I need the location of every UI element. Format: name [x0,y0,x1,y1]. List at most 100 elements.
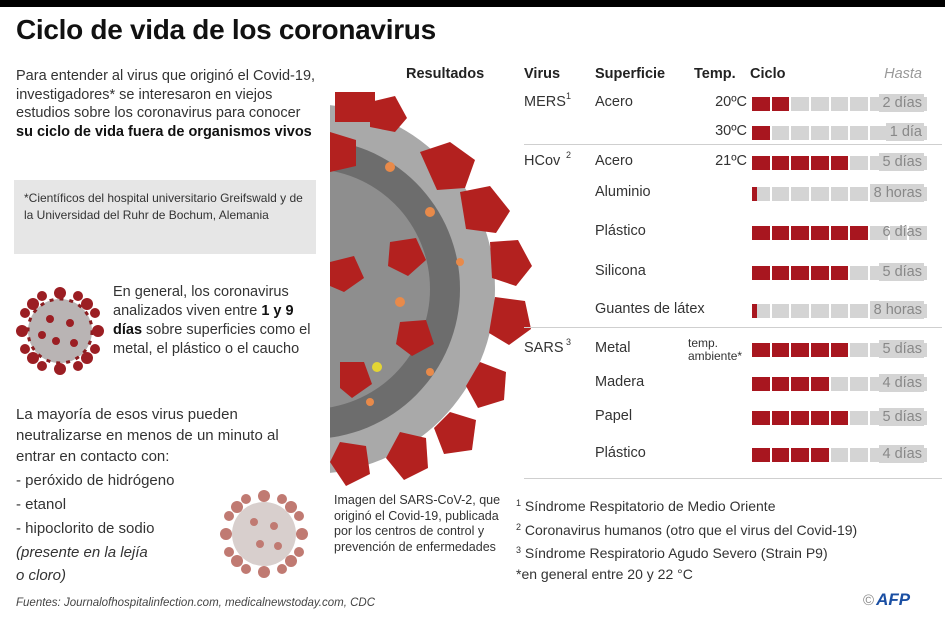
cycle-cell [771,343,790,357]
temperature: 30ºC [715,123,747,139]
cycle-cell [850,448,869,462]
cycle-cell [811,377,829,391]
footnote-mark: 1 [566,91,572,101]
table-row: Plástico 4 días [524,445,942,467]
table-row: HCov 2 Acero 21ºC 5 días [524,150,942,175]
surface-name: Papel [595,408,633,424]
cycle-cell [771,226,790,240]
cycle-cell [811,411,829,425]
intro-text: Para entender al virus que originó el Co… [16,67,316,141]
cycle-cell [830,187,849,201]
cycle-cell [752,343,770,357]
cycle-cell [850,343,869,357]
coronavirus-icon-pale [220,490,308,578]
cycle-cell [791,377,810,391]
cycle-cell [811,97,829,111]
cycle-cell [752,448,770,462]
sources: Fuentes: Journalofhospitalinfection.com,… [16,597,376,609]
cycle-cell [850,226,869,240]
footnote: 1 Síndrome Respitatorio de Medio Oriente [516,498,776,514]
surface-name: Plástico [595,223,646,239]
top-bar [0,0,945,7]
virus-name: MERS [524,94,566,110]
cycle-cell [791,343,810,357]
cycle-cell [830,97,849,111]
cycle-cell [830,156,849,170]
cycle-cell [771,304,790,318]
cycle-cell [771,411,790,425]
cycle-cell [771,448,790,462]
cycle-cell [771,126,790,140]
cycle-cell [752,226,770,240]
afp-brand: AFP [876,590,911,609]
cycle-cell [830,126,849,140]
duration-label: 4 días [878,445,924,463]
divider [524,144,942,145]
cycle-cell [791,156,810,170]
cycle-cell [850,97,869,111]
cycle-cell [752,156,770,170]
surface-name: Aluminio [595,184,651,200]
cycle-cell [791,97,810,111]
header-virus: Virus [524,66,561,82]
duration-label: 4 días [878,374,924,392]
intro-text-bold: su ciclo de vida fuera de organismos viv… [16,123,312,140]
scientists-note: *Científicos del hospital universitario … [14,180,316,254]
image-caption: Imagen del SARS-CoV-2, que originó el Co… [334,493,501,554]
table-row: Madera 4 días [524,374,942,396]
cycle-cell [811,187,829,201]
neutralize-lead: La mayoría de esos virus pueden neutrali… [16,406,279,465]
general-text: En general, los coronavirus analizados v… [113,283,323,359]
cycle-cell [752,126,770,140]
cycle-cell [850,411,869,425]
bleach-note-line2: o cloro) [16,567,67,584]
neutralize-item: - etanol [16,496,67,513]
header-cycle: Ciclo [750,66,786,82]
cycle-cell [870,126,888,140]
cycle-cell [830,377,849,391]
footnote: *en general entre 20 y 22 °C [516,565,693,582]
surface-name: Acero [595,153,633,169]
cycle-cell [889,226,908,240]
table-row: MERS 1 Acero 20ºC 2 días [524,91,942,116]
neutralize-section: La mayoría de esos virus pueden neutrali… [16,404,316,587]
intro-text-regular: Para entender al virus que originó el Co… [16,68,316,121]
cycle-cell [752,304,770,318]
surface-name: Madera [595,374,645,390]
cycle-cell [771,97,790,111]
duration-label: 1 día [885,123,924,141]
table-row: SARS 3 Metal temp. ambiente* 5 días [524,337,942,363]
cycle-cell [850,187,869,201]
copyright-icon: © [863,592,875,609]
duration-label: 6 días [882,224,923,240]
footnote-mark: 2 [566,150,572,160]
duration-label: 8 horas [869,184,924,202]
footnote: 3 Síndrome Respiratorio Agudo Severo (St… [516,545,828,561]
duration-label: 5 días [878,263,924,281]
cycle-cell [752,411,770,425]
virus-name: HCov [524,153,561,169]
surface-name: Metal [595,340,631,356]
duration-label: 5 días [878,408,924,426]
table-row: Guantes de látex 8 horas [524,301,942,323]
cycle-cell [771,187,790,201]
cycle-cell [830,343,849,357]
footnotes: 1 Síndrome Respitatorio de Medio Oriente… [516,493,857,584]
table-row: Papel 5 días [524,408,942,430]
afp-logo: © AFP [863,590,910,610]
cycle-cell [830,411,849,425]
cycle-cell [811,448,829,462]
cycle-cell [791,411,810,425]
general-text-regular: En general, los coronavirus analizados v… [113,284,289,319]
cycle-cell [771,266,790,280]
cycle-cell [752,266,770,280]
cycle-cell [811,343,829,357]
general-text-after: sobre superficies como el metal, el plás… [113,322,311,357]
table-row: Silicona 5 días [524,263,942,285]
coronavirus-icon-small [16,287,104,375]
duration-label: 5 días [878,340,924,358]
table-row: Aluminio 8 horas [524,184,942,206]
bleach-note-line1: (presente en la lejía [16,544,148,561]
cycle-cell [830,226,849,240]
cycle-cell [830,304,849,318]
